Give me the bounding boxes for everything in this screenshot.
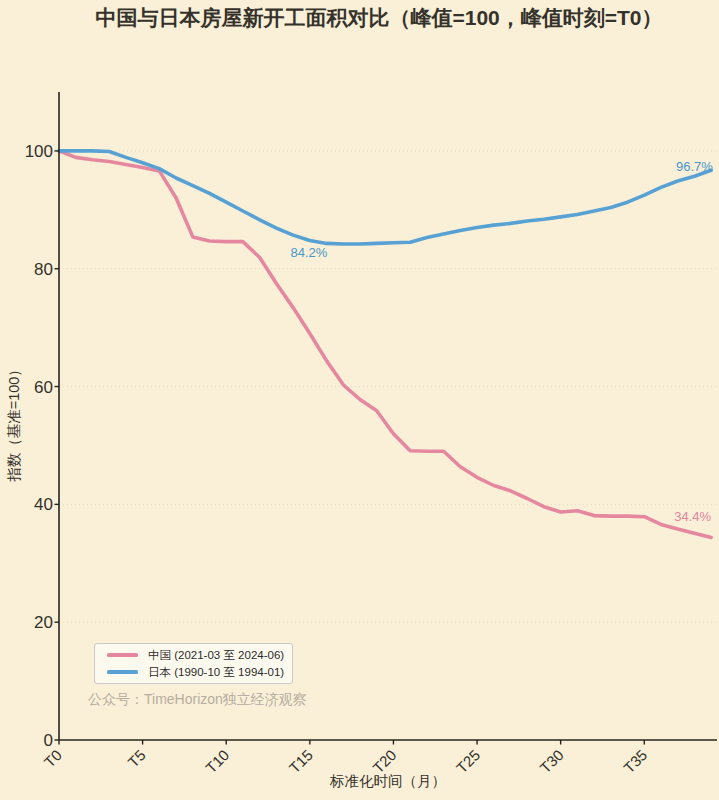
legend-item-japan: 日本 (1990-10 至 1994-01) xyxy=(107,664,284,681)
legend-item-china: 中国 (2021-03 至 2024-06) xyxy=(107,647,284,664)
y-axis-label: 指数（基准=100） xyxy=(5,362,24,482)
legend-label-japan: 日本 (1990-10 至 1994-01) xyxy=(148,664,284,681)
x-tick-label: T5 xyxy=(124,746,148,770)
watermark: 公众号：TimeHorizon独立经济观察 xyxy=(88,691,307,709)
china-line xyxy=(59,151,711,538)
y-tick-label: 60 xyxy=(34,378,53,397)
japan-min-label: 84.2% xyxy=(291,245,328,260)
x-axis-label: 标准化时间（月） xyxy=(59,772,717,791)
legend-label-china: 中国 (2021-03 至 2024-06) xyxy=(148,647,284,664)
y-tick-label: 40 xyxy=(34,495,53,514)
china-end-label: 34.4% xyxy=(674,509,711,524)
japan-line xyxy=(59,151,711,244)
y-tick-label: 20 xyxy=(34,613,53,632)
china-line-swatch xyxy=(107,653,138,656)
legend: 中国 (2021-03 至 2024-06) 日本 (1990-10 至 199… xyxy=(94,643,293,684)
chart-figure: 中国与日本房屋新开工面积对比（峰值=100，峰值时刻=T0） 020406080… xyxy=(0,0,719,800)
y-tick-label: 100 xyxy=(25,142,53,161)
y-tick-label: 80 xyxy=(34,260,53,279)
japan-end-label: 96.7% xyxy=(676,159,713,174)
japan-line-swatch xyxy=(107,670,138,673)
